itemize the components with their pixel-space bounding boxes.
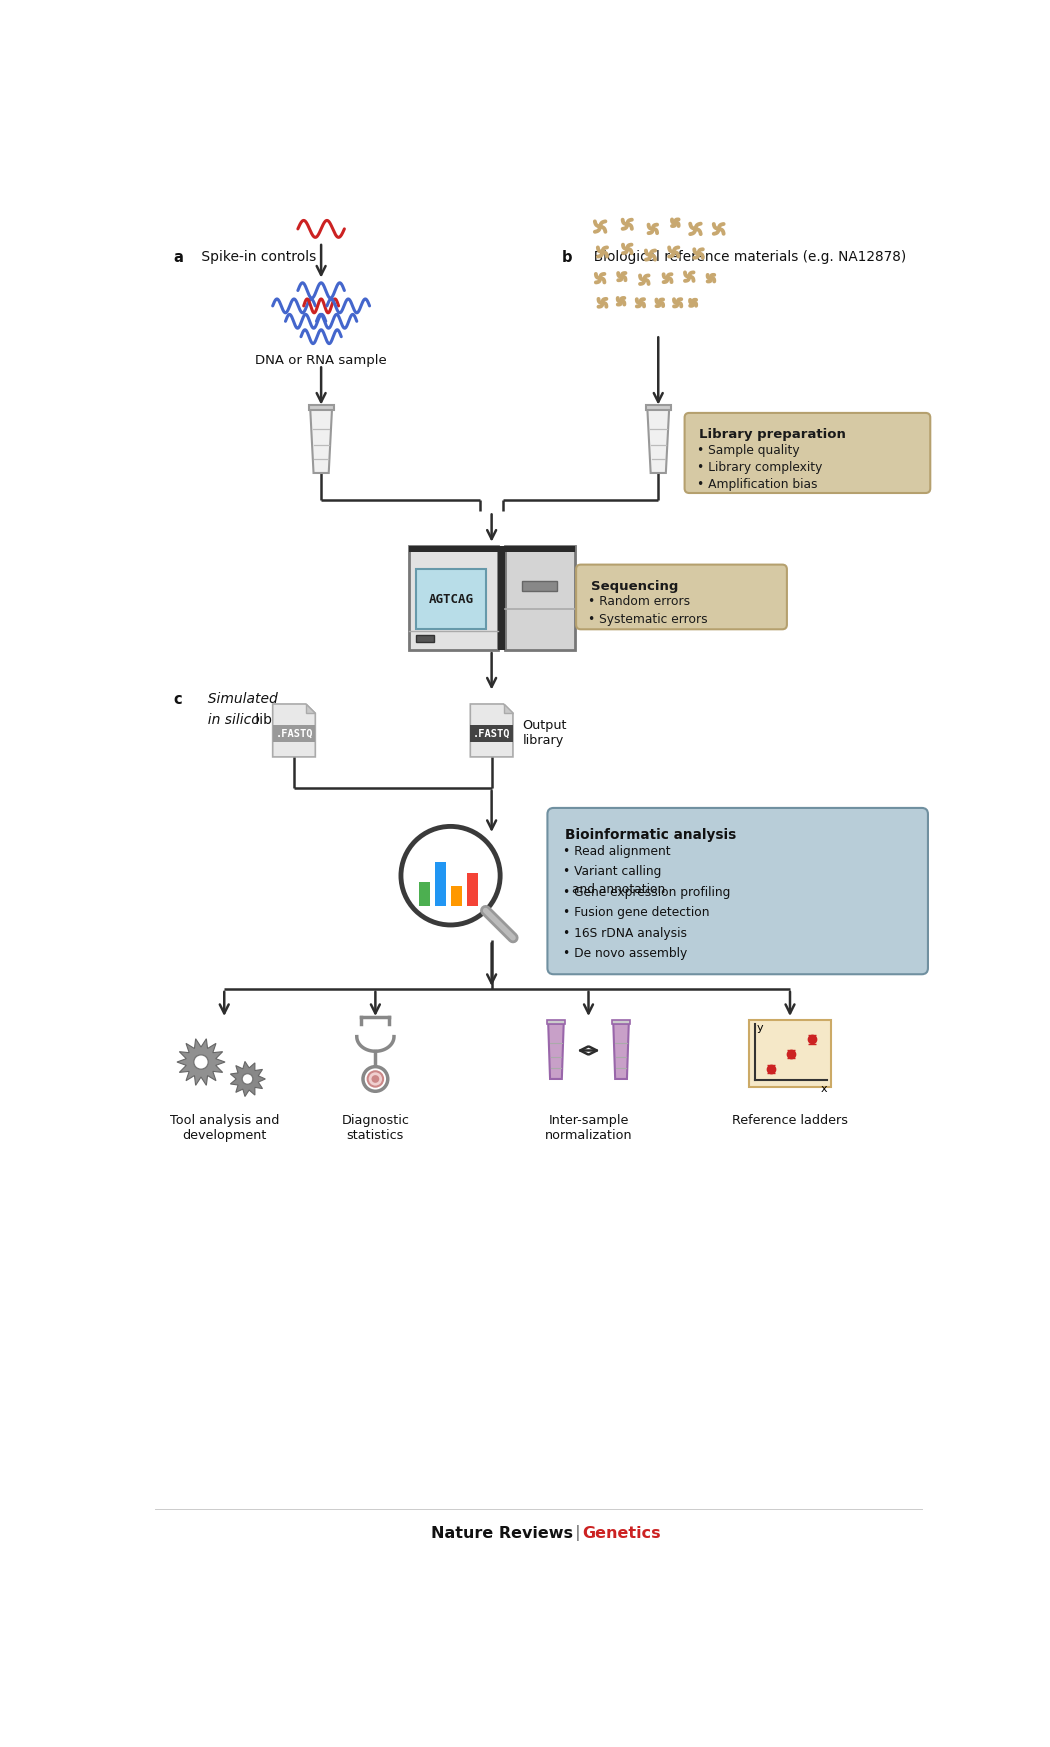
Text: y: y (756, 1022, 763, 1032)
Text: • Library complexity: • Library complexity (697, 461, 822, 473)
Text: • Gene expression profiling: • Gene expression profiling (563, 886, 731, 898)
Text: • Sample quality: • Sample quality (697, 444, 800, 456)
FancyBboxPatch shape (505, 547, 574, 650)
Polygon shape (306, 704, 315, 713)
Text: • Amplification bias: • Amplification bias (697, 479, 818, 491)
Text: Bioinformatic analysis: Bioinformatic analysis (565, 828, 736, 842)
Text: in silico: in silico (200, 713, 260, 727)
Bar (417, 636, 434, 643)
Polygon shape (177, 1039, 225, 1085)
Circle shape (368, 1071, 383, 1087)
Text: Nature Reviews: Nature Reviews (430, 1525, 573, 1541)
Bar (750, 1020, 831, 1087)
Bar (408, 547, 574, 552)
Polygon shape (548, 1024, 564, 1080)
Text: a: a (174, 250, 184, 266)
Polygon shape (470, 704, 513, 756)
Polygon shape (648, 411, 669, 473)
Text: Output
library: Output library (523, 720, 567, 748)
Circle shape (243, 1074, 253, 1085)
Text: • Read alignment: • Read alignment (563, 846, 671, 858)
Circle shape (194, 1055, 208, 1069)
Text: b: b (562, 250, 572, 266)
Bar (419, 882, 430, 907)
Polygon shape (273, 704, 315, 756)
Text: DNA or RNA sample: DNA or RNA sample (255, 353, 387, 367)
Text: libraries: libraries (251, 713, 312, 727)
FancyBboxPatch shape (576, 564, 786, 629)
FancyBboxPatch shape (408, 547, 498, 650)
Text: Tool analysis and
development: Tool analysis and development (169, 1115, 279, 1143)
Text: • 16S rDNA analysis: • 16S rDNA analysis (563, 926, 687, 940)
Text: x: x (821, 1085, 827, 1094)
Bar (273, 725, 315, 742)
Polygon shape (230, 1062, 266, 1097)
Text: • De novo assembly: • De novo assembly (563, 947, 687, 959)
Bar (435, 861, 446, 907)
Circle shape (372, 1074, 379, 1083)
Text: Sequencing: Sequencing (591, 580, 678, 592)
Text: |: | (574, 1525, 581, 1541)
Text: Library preparation: Library preparation (699, 428, 846, 442)
Bar (467, 874, 478, 907)
Bar (470, 725, 513, 742)
Bar (522, 582, 558, 590)
Text: • Variant calling: • Variant calling (563, 865, 662, 879)
FancyBboxPatch shape (417, 570, 486, 629)
Text: and annotation: and annotation (572, 882, 666, 896)
Text: Spike-in controls: Spike-in controls (197, 250, 316, 264)
Text: .FASTQ: .FASTQ (275, 728, 313, 739)
Text: Genetics: Genetics (583, 1525, 660, 1541)
Bar (646, 405, 671, 411)
Text: • Random errors: • Random errors (588, 596, 691, 608)
Text: Reference ladders: Reference ladders (732, 1115, 848, 1127)
Bar (547, 1020, 565, 1024)
Text: • Systematic errors: • Systematic errors (588, 613, 708, 625)
Polygon shape (504, 704, 513, 713)
Bar (450, 886, 462, 907)
Text: c: c (174, 692, 183, 708)
Circle shape (363, 1067, 387, 1092)
Text: Biological reference materials (e.g. NA12878): Biological reference materials (e.g. NA1… (585, 250, 906, 264)
Circle shape (401, 826, 500, 924)
FancyBboxPatch shape (547, 807, 928, 975)
Text: AGTCAG: AGTCAG (428, 592, 474, 606)
Text: Simulated: Simulated (200, 692, 278, 706)
Text: • Fusion gene detection: • Fusion gene detection (563, 907, 710, 919)
Bar (498, 547, 505, 650)
FancyBboxPatch shape (685, 412, 930, 493)
Text: Diagnostic
statistics: Diagnostic statistics (341, 1115, 410, 1143)
Text: Inter-sample
normalization: Inter-sample normalization (545, 1115, 632, 1143)
Bar (612, 1020, 630, 1024)
Polygon shape (311, 411, 332, 473)
Polygon shape (613, 1024, 629, 1080)
Text: .FASTQ: .FASTQ (472, 728, 510, 739)
Bar (309, 405, 334, 411)
